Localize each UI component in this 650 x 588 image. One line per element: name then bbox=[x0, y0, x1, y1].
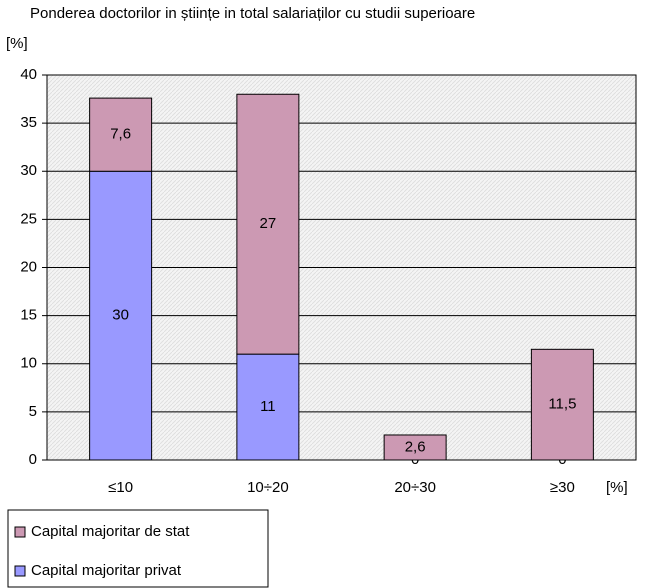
plot-border bbox=[46, 74, 637, 461]
bar-segment bbox=[530, 348, 594, 461]
value-label: 11,5 bbox=[548, 396, 576, 413]
legend-box bbox=[7, 509, 269, 588]
legend-swatch bbox=[14, 526, 26, 538]
x-tick-label: 10÷20 bbox=[247, 479, 289, 496]
chart-title: Ponderea doctorilor in științe in total … bbox=[30, 5, 475, 22]
y-tick-label: 15 bbox=[20, 307, 37, 324]
y-tick-label: 30 bbox=[20, 162, 37, 179]
y-tick-label: 20 bbox=[20, 258, 37, 275]
x-tick-label: ≤10 bbox=[108, 479, 133, 496]
bar-segment bbox=[89, 97, 153, 172]
bar-segment bbox=[236, 93, 300, 355]
bar-segment bbox=[236, 353, 300, 461]
legend-label: Capital majoritar privat bbox=[31, 562, 182, 579]
value-label: 30 bbox=[112, 307, 129, 324]
legend-swatch bbox=[14, 565, 26, 577]
y-tick-label: 0 bbox=[29, 451, 37, 468]
y-tick-label: 10 bbox=[20, 355, 37, 372]
x-tick-label: 20÷30 bbox=[394, 479, 436, 496]
y-tick-label: 5 bbox=[29, 403, 37, 420]
y-tick-label: 35 bbox=[20, 114, 37, 131]
bar-segment bbox=[383, 434, 447, 461]
y-tick-label: 40 bbox=[20, 66, 37, 83]
value-label: 2,6 bbox=[405, 438, 426, 455]
y-axis-label: [%] bbox=[6, 35, 28, 52]
x-tick-label: ≥30 bbox=[550, 479, 575, 496]
value-label: 11 bbox=[260, 398, 276, 415]
value-label: 27 bbox=[260, 215, 277, 232]
y-tick-label: 25 bbox=[20, 210, 37, 227]
x-axis-label: [%] bbox=[606, 479, 628, 496]
legend-label: Capital majoritar de stat bbox=[31, 523, 190, 540]
value-label: 7,6 bbox=[110, 126, 131, 143]
